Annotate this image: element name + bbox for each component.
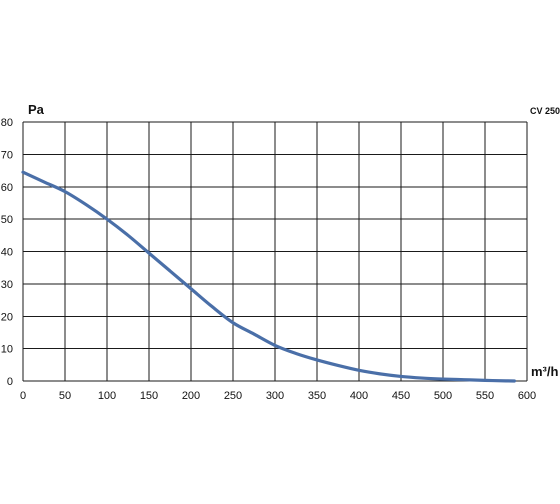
curve-layer: [21, 170, 516, 383]
y-tick-label-20: 20: [1, 311, 13, 323]
x-axis-label: m³/h: [531, 364, 559, 379]
x-tick-label-600: 600: [518, 390, 536, 402]
grid: [22, 121, 528, 382]
y-tick-label-30: 30: [1, 279, 13, 291]
y-tick-label-10: 10: [1, 344, 13, 356]
x-tick-label-500: 500: [434, 390, 452, 402]
x-tick-label-400: 400: [350, 390, 368, 402]
x-tick-label-550: 550: [476, 390, 494, 402]
x-tick-label-200: 200: [182, 390, 200, 402]
x-tick-label-250: 250: [224, 390, 242, 402]
x-tick-label-150: 150: [140, 390, 158, 402]
series-line-0: [21, 170, 516, 383]
x-tick-label-100: 100: [98, 390, 116, 402]
y-tick-label-70: 70: [1, 149, 13, 161]
x-tick-label-450: 450: [392, 390, 410, 402]
y-tick-label-50: 50: [1, 214, 13, 226]
y-tick-label-60: 60: [1, 182, 13, 194]
x-tick-label-50: 50: [59, 390, 71, 402]
x-tick-label-300: 300: [266, 390, 284, 402]
y-axis-label: Pa: [28, 102, 45, 117]
x-tick-label-0: 0: [20, 390, 26, 402]
y-tick-label-80: 80: [1, 117, 13, 129]
y-tick-label-40: 40: [1, 247, 13, 259]
model-label: CV 250: [530, 106, 560, 116]
tick-labels: 0 50 100 150 200 250 300 350 400 450 500 550 600 0 10 2…: [1, 117, 536, 402]
y-tick-label-0: 0: [7, 376, 13, 388]
x-tick-label-350: 350: [308, 390, 326, 402]
